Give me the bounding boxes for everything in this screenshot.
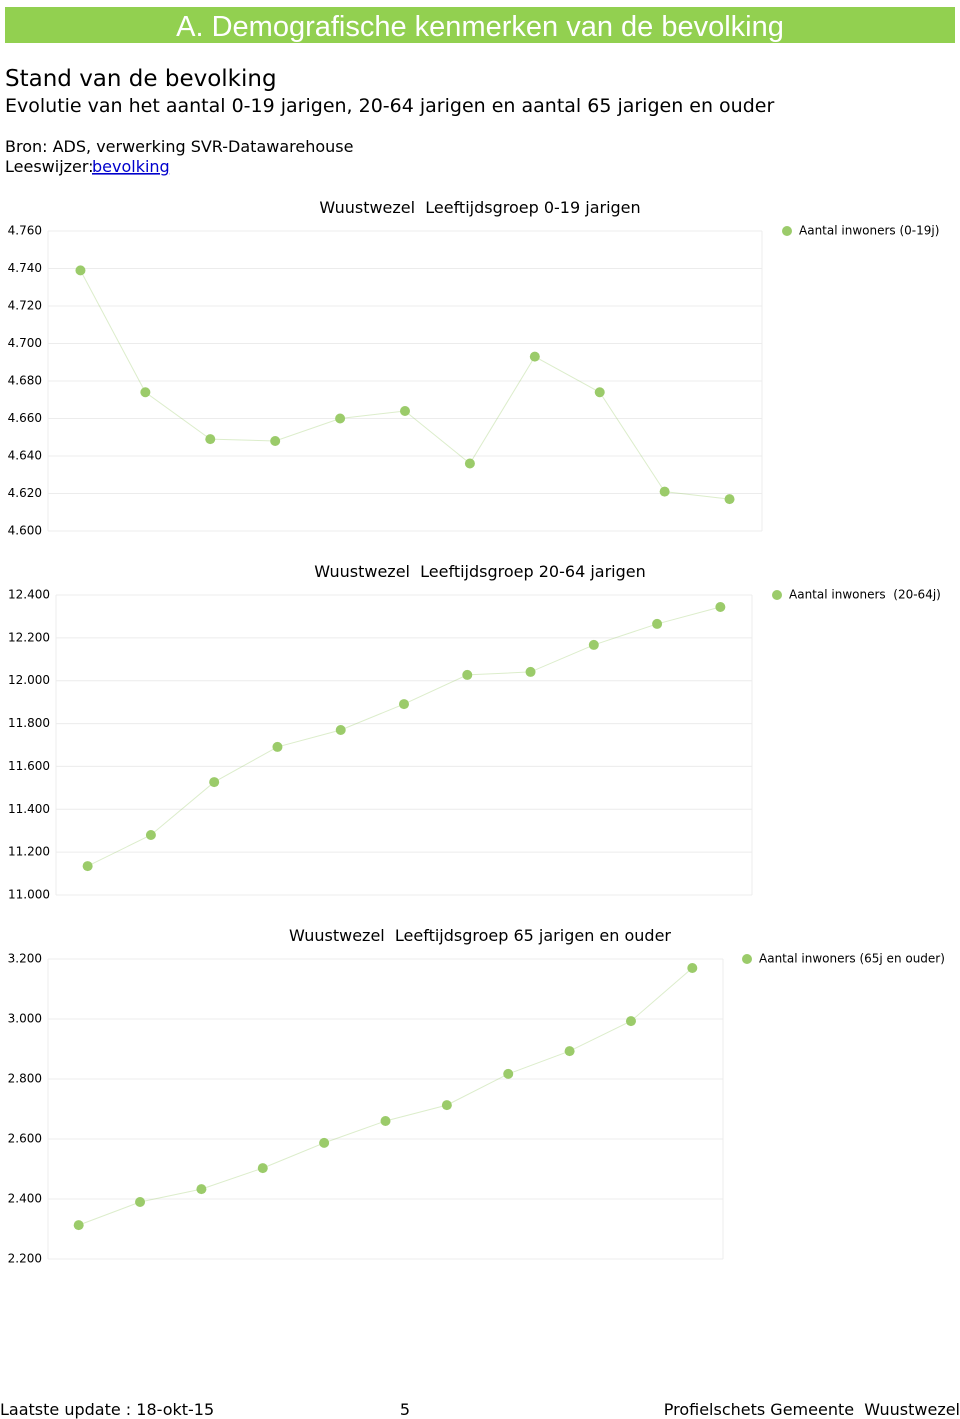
data-point <box>503 1068 514 1079</box>
data-point <box>464 458 475 469</box>
y-tick-label: 11.800 <box>8 716 50 730</box>
y-tick-label: 11.600 <box>8 759 50 773</box>
data-point <box>652 618 663 629</box>
y-tick-label: 12.200 <box>8 630 50 644</box>
guide-link[interactable]: bevolking <box>92 157 170 176</box>
y-tick-label: 4.600 <box>8 524 42 538</box>
data-point <box>525 666 536 677</box>
legend-marker <box>742 954 752 964</box>
chart-title: Wuustwezel Leeftijdsgroep 20-64 jarigen <box>314 562 646 581</box>
subheading: Evolutie van het aantal 0-19 jarigen, 20… <box>5 95 774 117</box>
legend-label: Aantal inwoners (20-64j) <box>789 588 941 602</box>
data-point <box>135 1197 146 1207</box>
y-tick-label: 4.640 <box>8 449 42 463</box>
data-point <box>73 1220 84 1231</box>
y-tick-label: 12.400 <box>8 588 50 602</box>
data-point <box>462 669 473 680</box>
y-tick-label: 11.200 <box>8 845 50 859</box>
y-tick-label: 4.620 <box>8 486 42 500</box>
legend-marker <box>782 226 792 236</box>
data-point <box>270 436 281 446</box>
data-point <box>564 1046 575 1057</box>
data-point <box>335 413 346 424</box>
y-tick-label: 11.400 <box>8 802 50 816</box>
data-point <box>529 351 540 362</box>
data-point <box>319 1137 330 1148</box>
data-point <box>196 1184 207 1195</box>
series-line <box>80 270 730 500</box>
data-point <box>209 777 220 788</box>
legend-marker <box>772 590 782 600</box>
y-tick-label: 4.700 <box>8 336 42 350</box>
footer-updated: Laatste update : 18-okt-15 <box>0 1400 214 1419</box>
y-tick-label: 12.000 <box>8 673 50 687</box>
chart-title: Wuustwezel Leeftijdsgroep 0-19 jarigen <box>319 198 640 217</box>
y-tick-label: 11.000 <box>8 888 50 902</box>
y-tick-label: 4.740 <box>8 261 42 275</box>
legend-label: Aantal inwoners (0-19j) <box>799 224 939 238</box>
data-point <box>205 434 216 445</box>
data-point <box>659 486 670 497</box>
y-tick-label: 4.660 <box>8 411 42 425</box>
source: Bron: ADS, verwerking SVR-Datawarehouse <box>5 137 353 156</box>
data-point <box>272 741 283 752</box>
y-tick-label: 3.200 <box>8 952 42 966</box>
y-tick-label: 2.600 <box>8 1132 42 1146</box>
data-point <box>380 1116 391 1126</box>
footer-page: 5 <box>400 1400 410 1419</box>
header-bar <box>5 7 955 43</box>
data-point <box>145 830 156 840</box>
y-tick-label: 2.200 <box>8 1252 42 1266</box>
data-point <box>140 387 151 398</box>
data-point <box>588 639 599 650</box>
y-tick-label: 3.000 <box>8 1012 42 1026</box>
guide-label: Leeswijzer: <box>5 157 94 176</box>
data-point <box>75 265 86 276</box>
legend-label: Aantal inwoners (65j en ouder) <box>759 952 945 966</box>
y-tick-label: 4.760 <box>8 224 42 238</box>
chart-title: Wuustwezel Leeftijdsgroep 65 jarigen en … <box>289 926 671 945</box>
data-point <box>724 494 735 505</box>
series-line <box>78 967 693 1226</box>
footer-publication: Profielschets Gemeente Wuustwezel <box>664 1400 960 1419</box>
data-point <box>594 387 605 398</box>
data-point <box>715 602 726 612</box>
y-tick-label: 2.800 <box>8 1072 42 1086</box>
y-tick-label: 4.680 <box>8 374 42 388</box>
data-point <box>257 1163 268 1174</box>
y-tick-label: 4.720 <box>8 299 42 313</box>
data-point <box>400 406 410 416</box>
data-point <box>399 699 409 710</box>
header-title: A. Demografische kenmerken van de bevolk… <box>176 11 784 43</box>
heading: Stand van de bevolking <box>5 66 277 92</box>
guide-link-anchor[interactable]: bevolking <box>92 157 170 176</box>
series-line <box>87 606 721 867</box>
y-tick-label: 2.400 <box>8 1192 42 1206</box>
data-point <box>625 1016 636 1027</box>
data-point <box>335 725 346 735</box>
data-point <box>82 861 93 872</box>
data-point <box>441 1100 452 1111</box>
data-point <box>687 963 698 973</box>
